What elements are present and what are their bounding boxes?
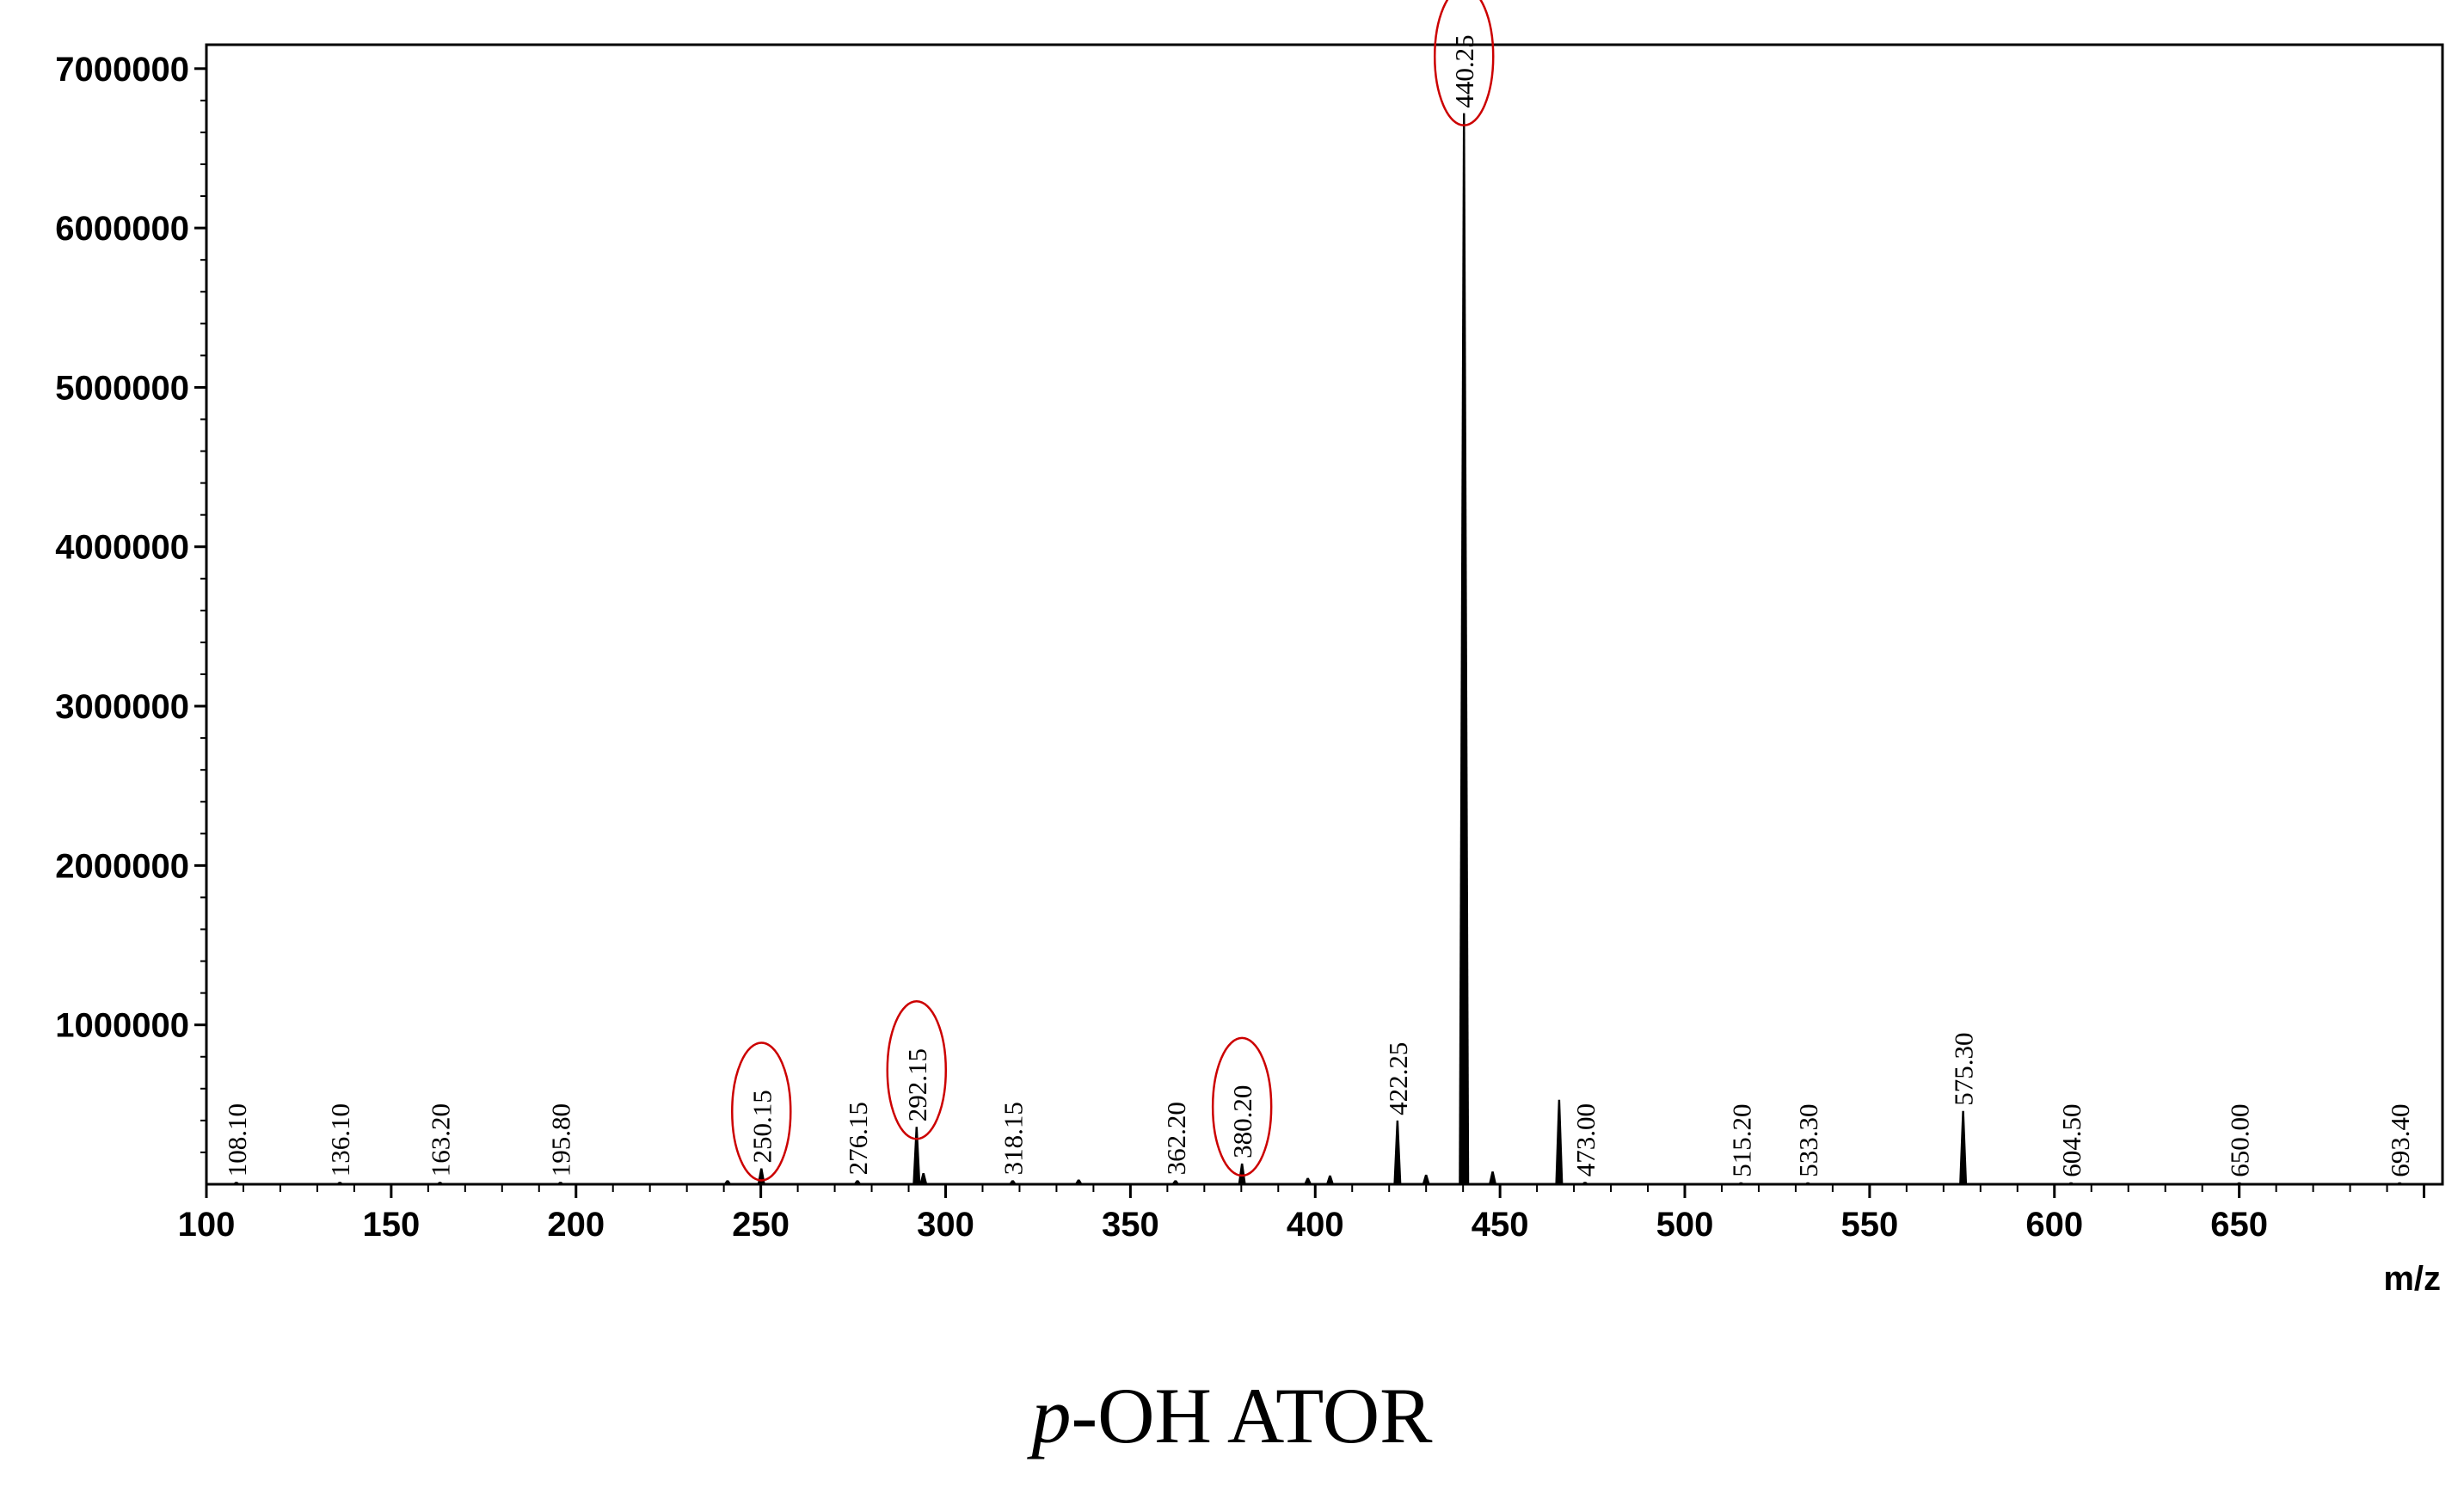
peak-label: 362.20 [1161, 1102, 1191, 1175]
y-tick-label: 6000000 [55, 210, 189, 248]
x-tick-label: 500 [1656, 1206, 1714, 1244]
peak-label: 473.00 [1570, 1103, 1601, 1177]
peak-label: 136.10 [325, 1103, 355, 1177]
spectrum-peak [919, 1173, 928, 1184]
x-tick-label: 550 [1841, 1206, 1899, 1244]
peak-label: 163.20 [426, 1103, 456, 1177]
peak-label: 108.10 [222, 1103, 252, 1177]
peak-label: 515.20 [1726, 1104, 1756, 1177]
y-axis: 1000000 2000000 3000000 4000000 5000000 60000… [55, 51, 206, 1153]
x-tick-label: 450 [1472, 1206, 1529, 1244]
spectrum-peak [1459, 113, 1470, 1185]
peak-label: 380.20 [1227, 1085, 1257, 1158]
x-tick-label: 200 [547, 1206, 605, 1244]
peak-label: 575.30 [1949, 1033, 1979, 1106]
peak-label: 650.00 [2225, 1104, 2255, 1177]
x-tick-label: 600 [2025, 1206, 2083, 1244]
peaks-layer [232, 113, 2404, 1185]
y-tick-label: 1000000 [55, 1007, 189, 1045]
spectrum-peak [1238, 1163, 1246, 1184]
highlight-circle [886, 1000, 948, 1140]
caption-text: -OH ATOR [1071, 1372, 1433, 1459]
figure-caption: p-OH ATOR [0, 1376, 2464, 1455]
x-tick-label: 300 [917, 1206, 974, 1244]
spectrum-peak [912, 1127, 921, 1184]
highlight-circles [731, 0, 1495, 1182]
x-tick-label: 150 [363, 1206, 421, 1244]
y-tick-label: 5000000 [55, 369, 189, 407]
spectrum-peak [1959, 1110, 1968, 1184]
x-axis: 100 150 200 250 300 350 400 450 500 550 600 650 [178, 1184, 2426, 1244]
x-axis-title: m/z [2383, 1260, 2441, 1298]
y-tick-label: 3000000 [55, 688, 189, 726]
peak-label: 195.80 [546, 1103, 576, 1177]
peak-label: 318.15 [999, 1102, 1029, 1175]
spectrum-peak [1304, 1177, 1312, 1184]
y-tick-label: 4000000 [55, 529, 189, 567]
peak-label: 440.25 [1449, 34, 1479, 108]
spectrum-peak [1422, 1174, 1430, 1184]
peak-label: 250.15 [747, 1090, 777, 1163]
highlight-circle [1433, 0, 1495, 126]
spectrum-peak [757, 1168, 765, 1184]
peak-label: 693.40 [2385, 1104, 2415, 1177]
peak-label: 604.50 [2056, 1104, 2086, 1177]
y-tick-label: 2000000 [55, 847, 189, 885]
x-tick-label: 350 [1102, 1206, 1159, 1244]
highlight-circle [1211, 1036, 1273, 1177]
highlight-circle [731, 1041, 792, 1182]
peak-labels: 108.10 136.10 163.20 195.80 250.15 276.15 292.… [222, 34, 2415, 1177]
y-tick-label: 7000000 [55, 51, 189, 89]
x-tick-label: 400 [1287, 1206, 1344, 1244]
spectrum-peak [1393, 1120, 1402, 1184]
x-tick-label: 250 [732, 1206, 790, 1244]
plot-frame [205, 43, 2444, 1186]
x-tick-label: 650 [2210, 1206, 2268, 1244]
spectrum-peak [1555, 1099, 1564, 1184]
peak-label: 533.30 [1793, 1104, 1823, 1177]
caption-prefix: p [1031, 1372, 1072, 1459]
x-tick-label: 100 [178, 1206, 236, 1244]
peak-label: 292.15 [902, 1048, 932, 1121]
spectrum-peak [1489, 1171, 1497, 1184]
peak-label: 276.15 [843, 1102, 873, 1175]
peak-label: 422.25 [1383, 1042, 1413, 1115]
spectrum-peak [1325, 1175, 1334, 1184]
